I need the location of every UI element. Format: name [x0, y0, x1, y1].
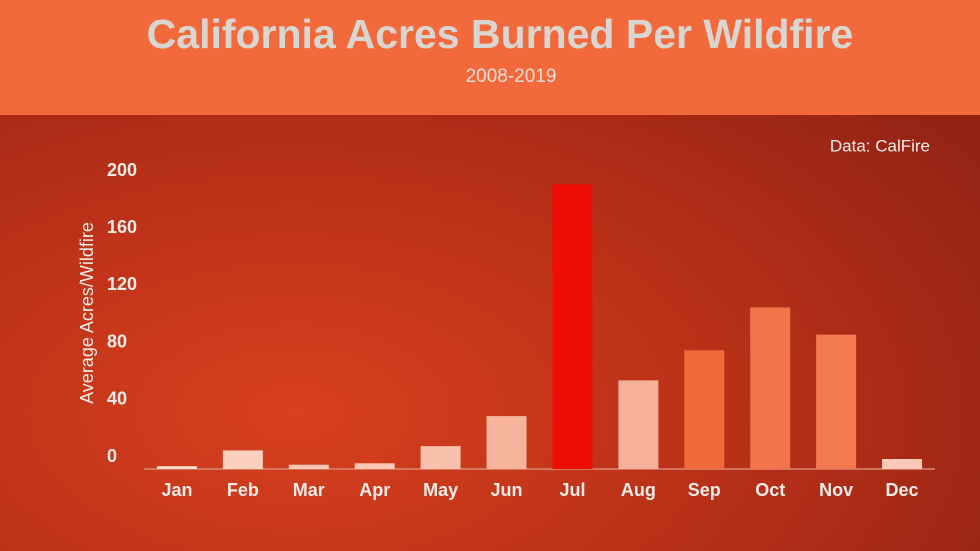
chart-title: California Acres Burned Per Wildfire [147, 11, 854, 57]
bar [420, 446, 461, 469]
x-tick-label: Mar [293, 480, 325, 500]
x-tick-label: Oct [755, 480, 785, 500]
bar [750, 307, 791, 469]
x-tick-label: Dec [886, 480, 919, 500]
bar [684, 350, 725, 469]
x-tick-label: Feb [227, 480, 259, 500]
bar [288, 464, 329, 469]
y-tick-label: 0 [107, 446, 117, 466]
y-tick-label: 200 [107, 160, 137, 180]
bar [552, 184, 593, 469]
x-tick-label: Jan [161, 480, 192, 500]
y-tick-label: 160 [107, 217, 137, 237]
x-tick-label: Sep [688, 480, 721, 500]
source-note: Data: CalFire [830, 136, 930, 155]
x-tick-label: Nov [819, 480, 853, 500]
x-tick-label: Jun [491, 480, 523, 500]
bar [354, 463, 395, 469]
x-tick-label: May [423, 480, 458, 500]
y-tick-label: 40 [107, 389, 127, 409]
bar [486, 416, 527, 469]
bar [618, 380, 659, 469]
x-tick-label: Aug [621, 480, 656, 500]
bar [882, 458, 923, 469]
x-tick-label: Apr [359, 480, 390, 500]
y-tick-label: 120 [107, 274, 137, 294]
y-axis-label: Average Acres/Wildfire [77, 222, 97, 404]
y-tick-label: 80 [107, 331, 127, 351]
x-tick-label: Jul [559, 480, 585, 500]
bar [816, 334, 857, 469]
chart-subtitle: 2008-2019 [466, 66, 557, 87]
bar [222, 450, 263, 469]
header-band [0, 0, 980, 115]
bar [156, 466, 197, 469]
